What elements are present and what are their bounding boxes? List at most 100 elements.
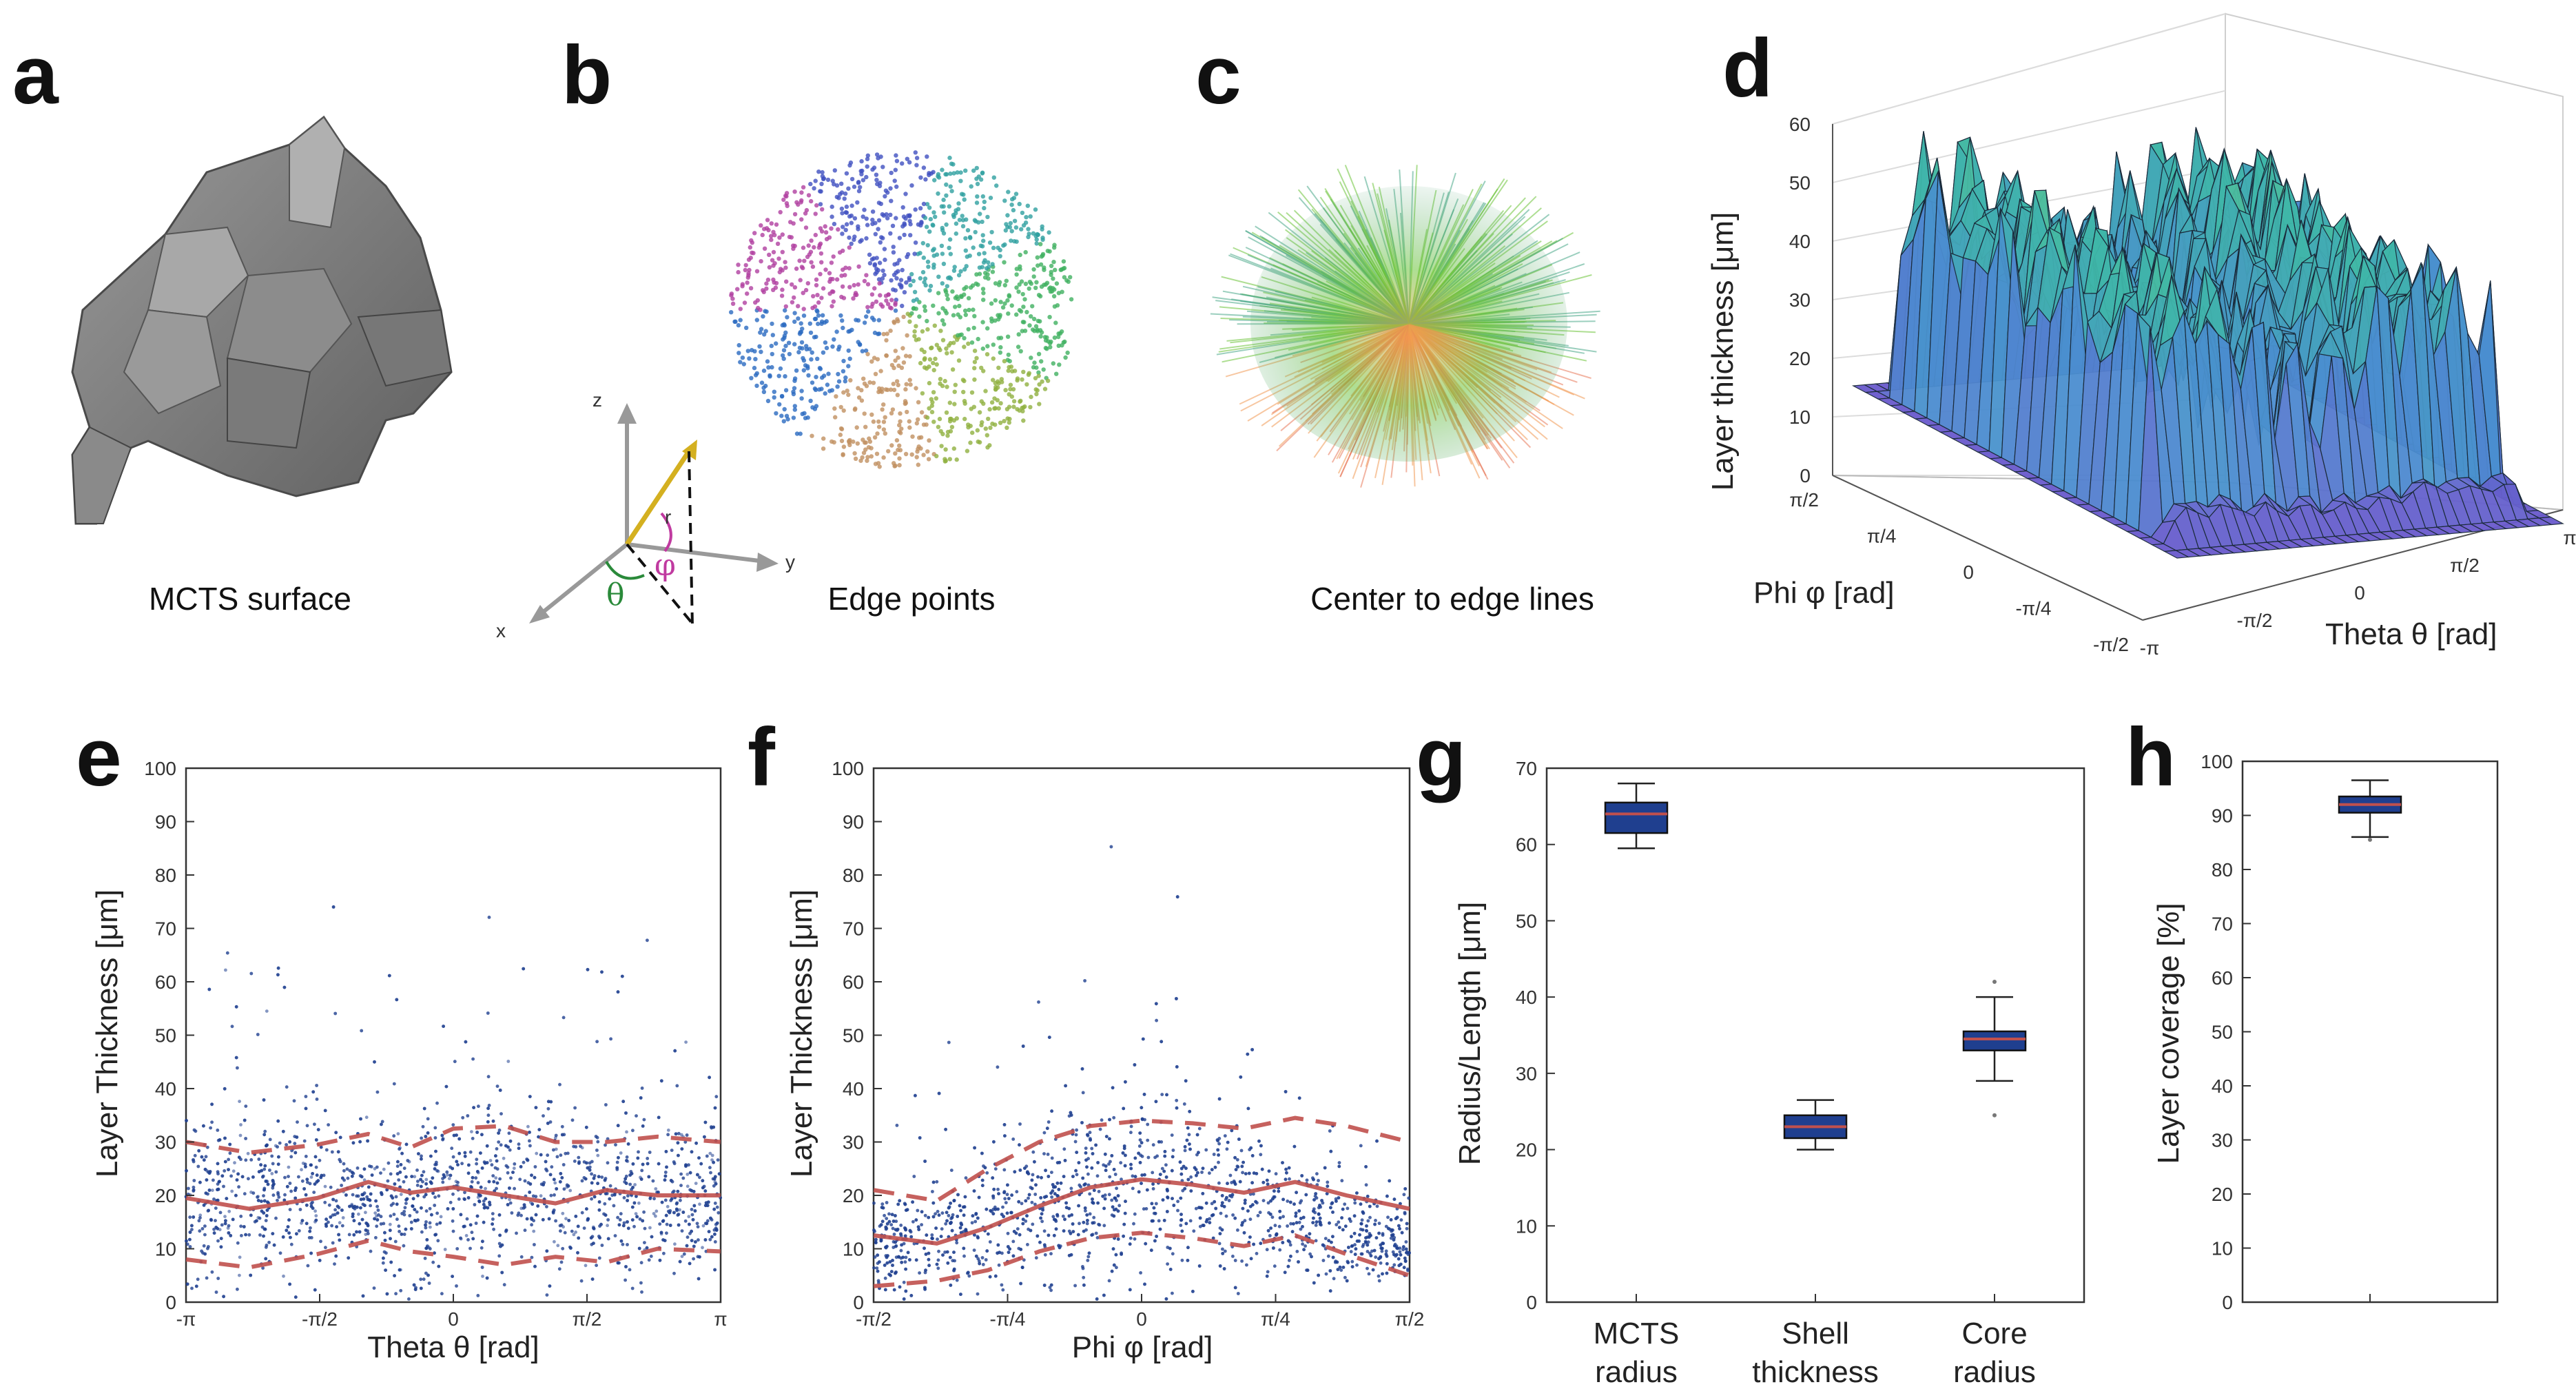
edge-point [847, 245, 852, 250]
scatter-point [553, 1239, 556, 1244]
edge-point [1031, 274, 1036, 279]
edge-point [1058, 331, 1063, 336]
edge-point [855, 441, 861, 446]
edge-point [772, 389, 777, 394]
edge-point [864, 174, 869, 180]
edge-point [936, 191, 940, 196]
edge-point [792, 311, 797, 316]
edge-point [889, 198, 894, 203]
edge-point [920, 391, 925, 396]
scatter-point [256, 1033, 260, 1036]
edge-point [1029, 314, 1033, 319]
edge-point [969, 184, 973, 189]
edge-point [1025, 203, 1031, 208]
edge-point [775, 241, 781, 246]
edge-point [962, 292, 967, 297]
edge-point [1014, 272, 1019, 277]
axis-r-label: r [665, 506, 671, 528]
edge-point [912, 333, 917, 339]
scatter-point [231, 1169, 236, 1173]
edge-point [798, 200, 803, 205]
edge-point [932, 323, 938, 328]
edge-point [931, 247, 937, 251]
edge-point [941, 197, 946, 203]
scatter-point [651, 1179, 655, 1183]
edge-point [852, 282, 856, 288]
scatter-point [606, 1224, 609, 1228]
scatter-point [333, 1011, 338, 1016]
edge-point [1038, 334, 1043, 339]
edge-point [796, 316, 801, 321]
edge-point [862, 320, 867, 325]
edge-point [820, 207, 825, 212]
scatter-point [553, 1181, 557, 1185]
edge-point [922, 304, 927, 309]
scatter-point [579, 1144, 582, 1149]
edge-point [1032, 360, 1037, 365]
edge-point [783, 308, 787, 313]
edge-point [738, 360, 743, 364]
edge-point [849, 327, 854, 332]
edge-point [908, 222, 913, 227]
scatter-point [364, 1211, 367, 1215]
edge-point [781, 348, 787, 353]
edge-point [972, 360, 978, 364]
edge-point [897, 236, 903, 240]
scatter-point [497, 1140, 501, 1144]
edge-point [956, 333, 960, 338]
edge-point [914, 156, 920, 161]
edge-point [903, 451, 909, 457]
edge-point [816, 300, 821, 305]
edge-point [846, 186, 851, 191]
edge-point [1004, 425, 1009, 430]
edge-point [1035, 388, 1040, 393]
edge-point [998, 420, 1003, 425]
scatter-point [424, 1177, 429, 1182]
edge-point [962, 416, 967, 422]
edge-point [844, 210, 849, 215]
edge-point [918, 206, 923, 211]
edge-point [1009, 203, 1014, 207]
edge-point [927, 357, 933, 362]
edge-point [847, 285, 852, 289]
scatter-point [643, 1241, 646, 1244]
edge-point [783, 260, 787, 265]
edge-point [765, 277, 771, 282]
edge-point [1017, 308, 1022, 313]
edge-point [1024, 215, 1029, 220]
scatter-point [300, 1168, 303, 1172]
edge-point [841, 225, 845, 229]
edge-point [980, 244, 985, 249]
scatter-point [397, 1224, 401, 1228]
edge-point [916, 337, 921, 342]
edge-point [883, 387, 889, 392]
scatter-point [309, 1175, 313, 1179]
scatter-point [484, 1186, 487, 1191]
edge-point [902, 290, 907, 295]
edge-point [776, 256, 781, 261]
edge-point [846, 364, 851, 369]
edge-point [754, 318, 760, 322]
edge-point [902, 232, 907, 238]
edge-point [788, 220, 793, 225]
edge-point [890, 407, 896, 412]
edge-point [876, 331, 882, 336]
edge-point [872, 263, 877, 268]
scatter-point [535, 1151, 539, 1155]
edge-point [958, 170, 963, 175]
scatter-point [633, 1183, 637, 1186]
edge-point [832, 221, 837, 227]
edge-point [1023, 281, 1029, 287]
edge-point [1033, 234, 1038, 238]
edge-point [975, 428, 980, 433]
edge-point [905, 333, 909, 338]
edge-point [1055, 303, 1060, 308]
edge-point [954, 208, 958, 213]
edge-point [977, 440, 982, 445]
edge-point [971, 245, 976, 250]
scatter-point [654, 1187, 658, 1191]
scatter-point [663, 1171, 668, 1174]
edge-point [792, 404, 798, 409]
edge-point [1062, 275, 1067, 280]
scatter-point [433, 1195, 437, 1200]
